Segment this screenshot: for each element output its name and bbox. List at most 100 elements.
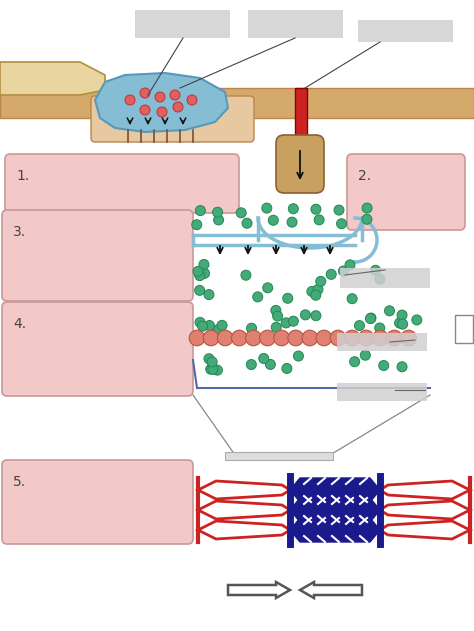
Circle shape	[263, 283, 273, 293]
Polygon shape	[0, 62, 105, 95]
FancyBboxPatch shape	[276, 135, 324, 193]
Circle shape	[140, 105, 150, 115]
Circle shape	[140, 88, 150, 98]
Circle shape	[311, 310, 321, 321]
Polygon shape	[290, 518, 380, 542]
Circle shape	[193, 266, 203, 276]
Circle shape	[326, 269, 336, 280]
Circle shape	[260, 330, 275, 346]
Circle shape	[293, 351, 303, 361]
Circle shape	[311, 204, 321, 214]
FancyBboxPatch shape	[2, 460, 193, 544]
Circle shape	[375, 274, 385, 284]
Circle shape	[365, 314, 375, 324]
Polygon shape	[290, 478, 380, 502]
Circle shape	[253, 292, 263, 302]
Circle shape	[313, 285, 323, 295]
Bar	[337, 333, 427, 351]
Circle shape	[302, 330, 318, 346]
Text: 3.: 3.	[13, 225, 26, 239]
FancyBboxPatch shape	[2, 302, 193, 396]
Circle shape	[199, 259, 209, 269]
Circle shape	[192, 220, 202, 230]
Circle shape	[189, 330, 205, 346]
Circle shape	[155, 92, 165, 102]
Circle shape	[281, 318, 291, 328]
Bar	[358, 20, 453, 42]
Circle shape	[337, 219, 346, 228]
Circle shape	[373, 330, 388, 346]
Circle shape	[338, 266, 348, 276]
Circle shape	[271, 305, 281, 316]
Circle shape	[212, 207, 223, 217]
Polygon shape	[380, 481, 470, 499]
Circle shape	[242, 218, 252, 228]
Circle shape	[212, 365, 222, 375]
Circle shape	[350, 357, 360, 367]
Polygon shape	[95, 73, 228, 132]
Circle shape	[358, 330, 374, 346]
Circle shape	[265, 360, 275, 369]
Circle shape	[412, 315, 422, 325]
Circle shape	[125, 95, 135, 105]
Circle shape	[283, 293, 293, 304]
Circle shape	[366, 313, 376, 323]
Bar	[340, 268, 430, 288]
Circle shape	[347, 293, 357, 304]
Circle shape	[345, 260, 355, 270]
FancyArrow shape	[300, 582, 362, 598]
Circle shape	[311, 290, 321, 300]
Circle shape	[173, 102, 183, 112]
Circle shape	[214, 324, 224, 334]
FancyBboxPatch shape	[2, 210, 193, 301]
Polygon shape	[380, 501, 470, 519]
Bar	[295, 88, 307, 146]
Bar	[248, 10, 343, 38]
Circle shape	[200, 268, 210, 278]
Text: 4.: 4.	[13, 317, 26, 331]
Polygon shape	[380, 521, 470, 539]
Circle shape	[195, 271, 205, 281]
Circle shape	[398, 319, 408, 329]
Circle shape	[198, 321, 208, 331]
Circle shape	[207, 357, 217, 367]
Circle shape	[157, 107, 167, 117]
Circle shape	[218, 330, 233, 346]
Circle shape	[384, 306, 394, 316]
Circle shape	[246, 360, 256, 370]
FancyBboxPatch shape	[5, 154, 239, 213]
Circle shape	[262, 203, 272, 213]
FancyBboxPatch shape	[91, 96, 254, 142]
Circle shape	[246, 330, 261, 346]
Bar	[0, 88, 474, 118]
Circle shape	[314, 215, 324, 225]
Circle shape	[241, 270, 251, 280]
Circle shape	[204, 354, 214, 363]
FancyArrow shape	[228, 582, 290, 598]
Circle shape	[259, 353, 269, 363]
Circle shape	[301, 310, 310, 320]
Circle shape	[307, 286, 317, 297]
Polygon shape	[198, 481, 290, 499]
Circle shape	[187, 95, 197, 105]
Circle shape	[394, 318, 405, 328]
Circle shape	[195, 317, 205, 327]
Text: 2.: 2.	[358, 169, 371, 183]
Circle shape	[288, 204, 298, 214]
Bar	[337, 383, 427, 401]
Circle shape	[344, 330, 360, 346]
Circle shape	[316, 276, 326, 286]
Circle shape	[397, 310, 407, 320]
Circle shape	[236, 208, 246, 218]
Bar	[135, 10, 230, 38]
Circle shape	[362, 203, 372, 213]
FancyBboxPatch shape	[347, 154, 465, 230]
Circle shape	[401, 330, 416, 346]
Circle shape	[208, 364, 218, 374]
Circle shape	[271, 322, 281, 333]
Polygon shape	[198, 501, 290, 519]
Circle shape	[170, 90, 180, 100]
Circle shape	[195, 285, 205, 295]
Circle shape	[387, 330, 402, 346]
Circle shape	[214, 215, 224, 225]
